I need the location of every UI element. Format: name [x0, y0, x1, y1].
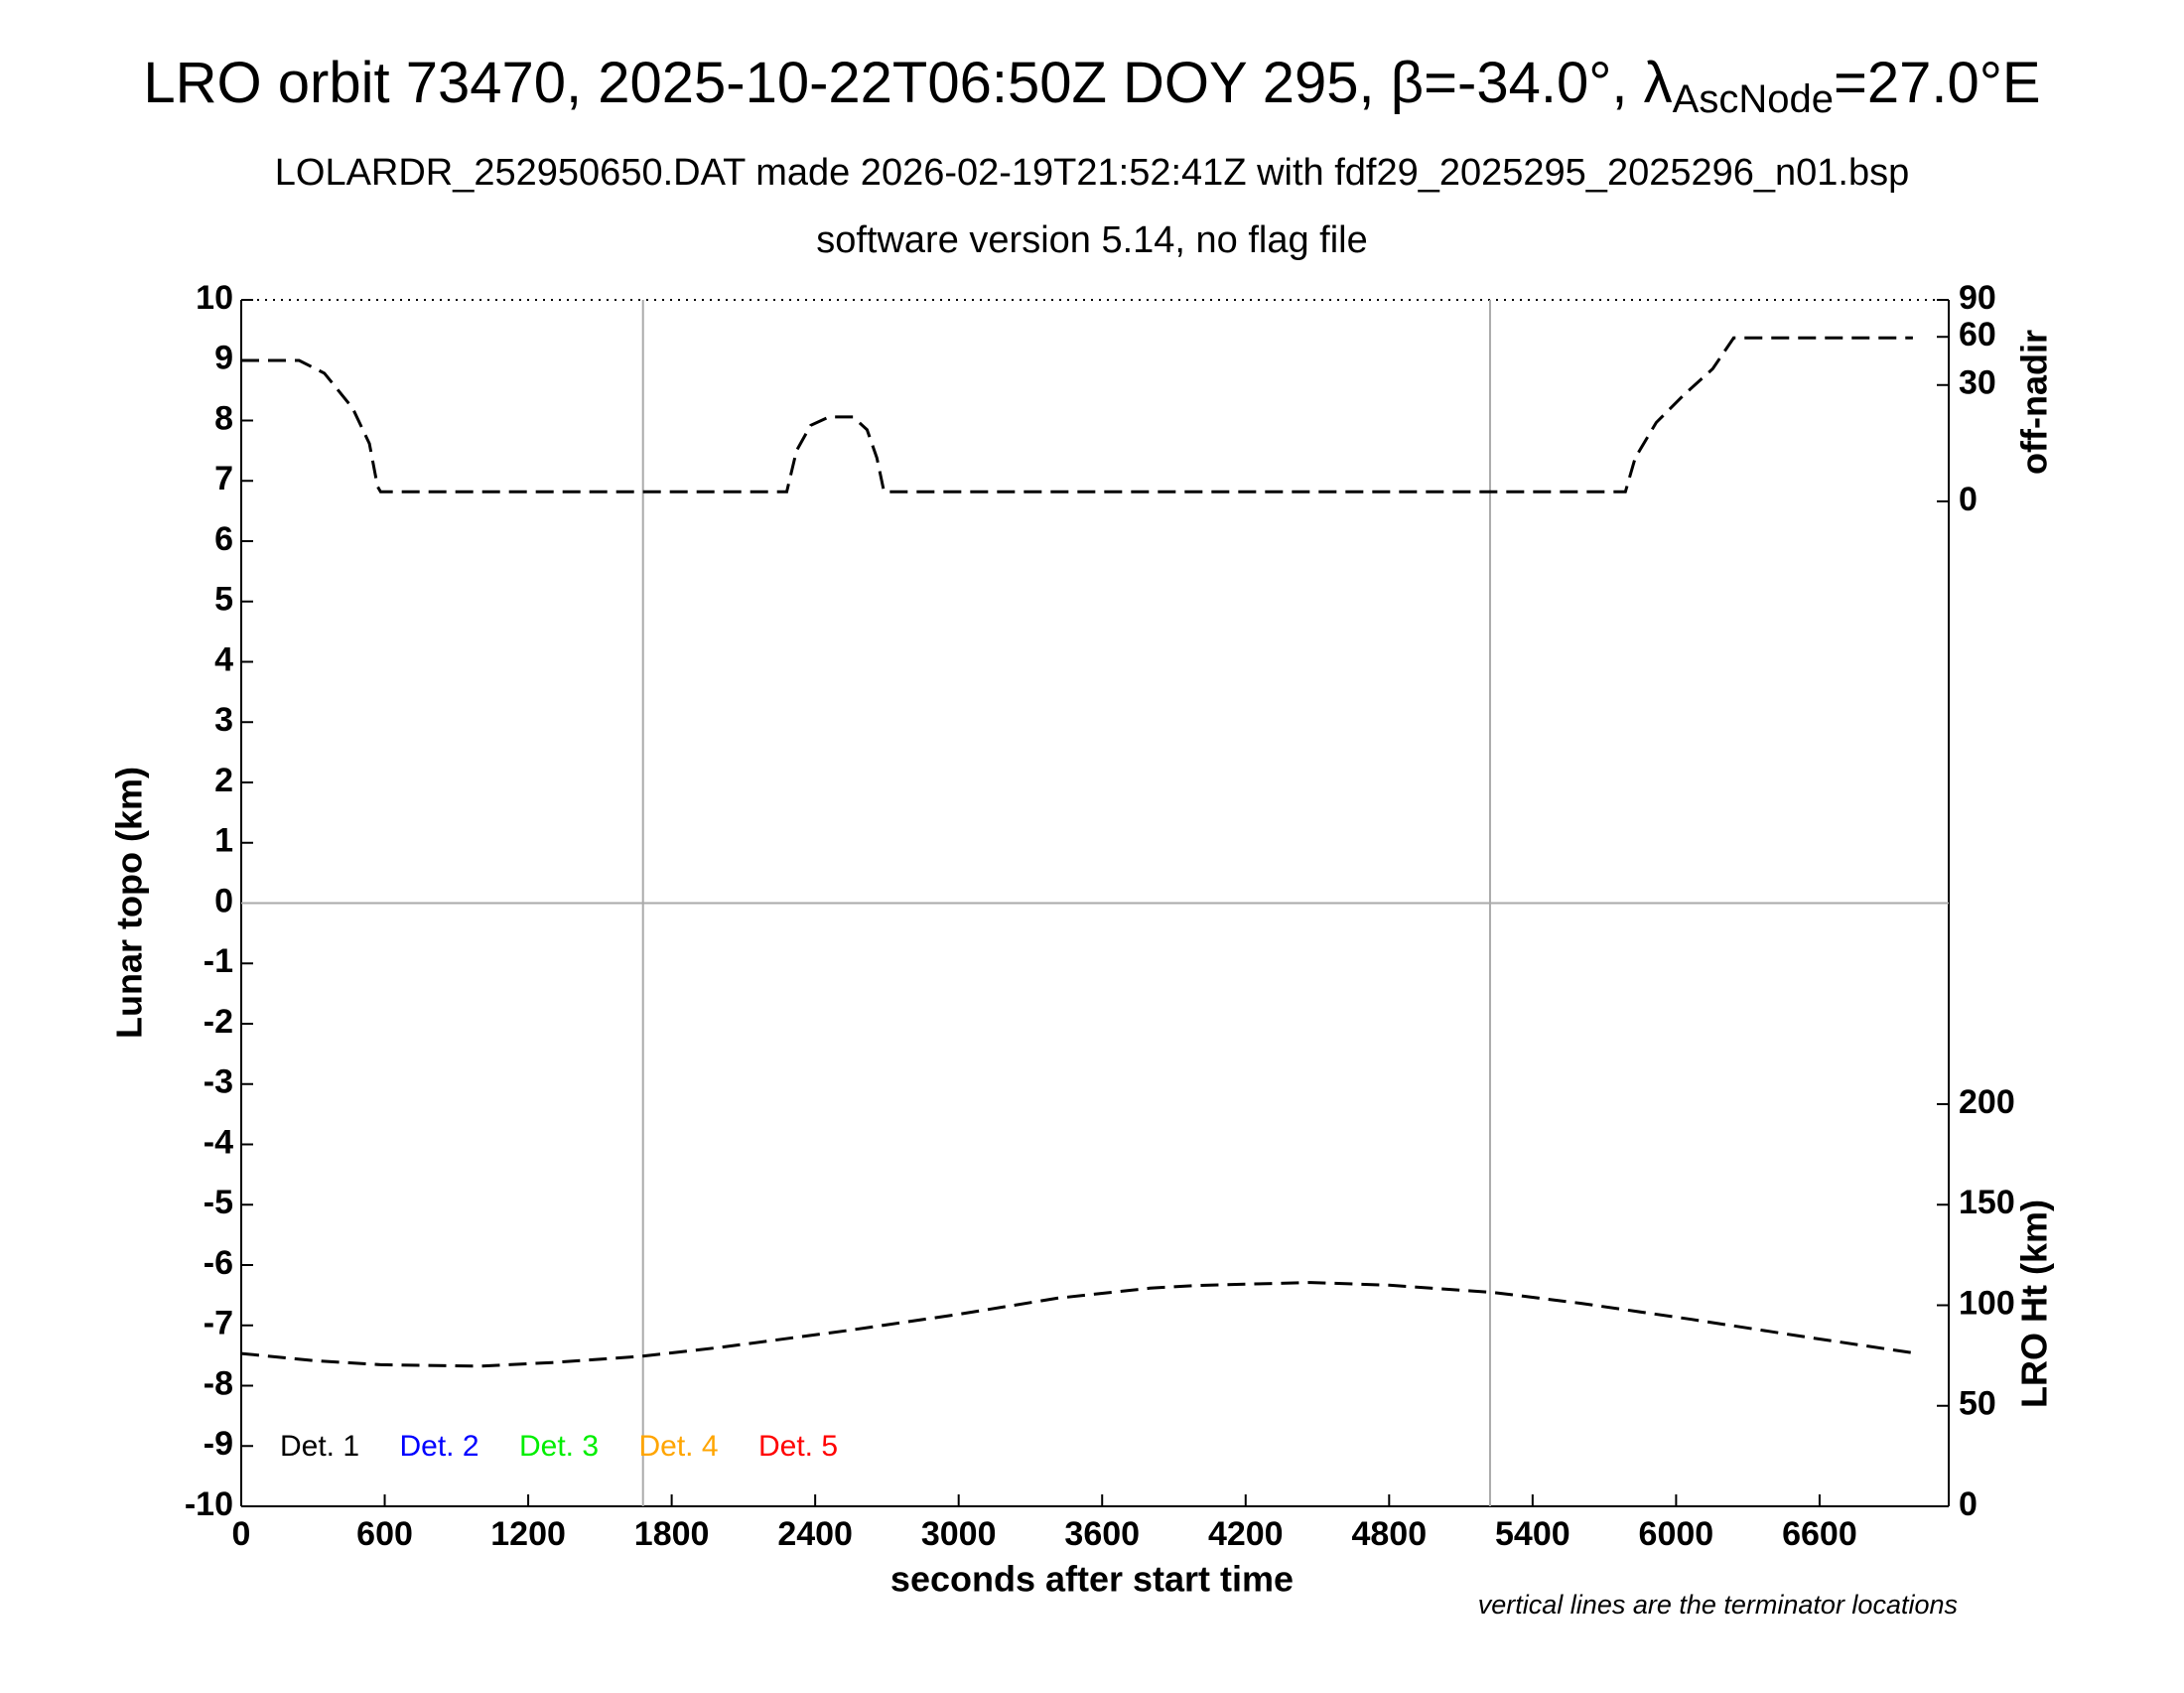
x-tick-label: 1800: [634, 1515, 710, 1553]
subtitle: LOLARDR_252950650.DAT made 2026-02-19T21…: [275, 152, 1910, 194]
y3-tick-label: 50: [1959, 1385, 1996, 1423]
y-tick-label: -2: [204, 1003, 233, 1041]
y3-tick-label: 200: [1959, 1083, 2015, 1121]
y-tick-label: 4: [214, 640, 233, 678]
x-tick-label: 0: [232, 1515, 251, 1553]
y-tick-label: 9: [214, 340, 233, 377]
y-tick-label: 2: [214, 762, 233, 799]
x-tick-label: 6000: [1639, 1515, 1714, 1553]
y3-tick-label: 150: [1959, 1184, 2015, 1221]
y2-tick-label: 0: [1959, 481, 1978, 518]
y-axis-label: Lunar topo (km): [109, 767, 150, 1039]
y-tick-label: 10: [196, 279, 233, 317]
x-tick-label: 600: [356, 1515, 413, 1553]
x-tick-label: 5400: [1495, 1515, 1570, 1553]
y2-tick-label: 90: [1959, 279, 1996, 317]
y-tick-label: -5: [204, 1184, 233, 1221]
y-tick-label: -1: [204, 942, 233, 980]
y3-tick-label: 100: [1959, 1284, 2015, 1322]
x-tick-label: 3000: [921, 1515, 997, 1553]
y-tick-label: -9: [204, 1425, 233, 1463]
y-tick-label: 7: [214, 460, 233, 497]
chart-title: LRO orbit 73470, 2025-10-22T06:50Z DOY 2…: [143, 51, 2040, 120]
legend-entry: Det. 4: [639, 1430, 719, 1463]
y2-axis-label: off-nadir: [2014, 330, 2055, 475]
y-tick-label: 6: [214, 520, 233, 558]
y-tick-label: 5: [214, 581, 233, 619]
y2-tick-label: 30: [1959, 364, 1996, 402]
y3-tick-label: 0: [1959, 1485, 1978, 1523]
x-axis-label: seconds after start time: [890, 1559, 1294, 1600]
y-tick-label: 1: [214, 822, 233, 860]
y-tick-label: -10: [185, 1485, 233, 1523]
legend-entry: Det. 2: [400, 1430, 479, 1463]
x-tick-label: 6600: [1782, 1515, 1857, 1553]
legend-entry: Det. 5: [758, 1430, 838, 1463]
y-tick-label: 3: [214, 701, 233, 739]
x-tick-label: 3600: [1064, 1515, 1140, 1553]
x-tick-label: 4800: [1351, 1515, 1427, 1553]
y-tick-label: -8: [204, 1364, 233, 1402]
y2-tick-label: 60: [1959, 316, 1996, 353]
y-tick-label: 8: [214, 399, 233, 437]
series-line: [241, 336, 1913, 494]
legend-entry: Det. 1: [280, 1430, 359, 1463]
footnote: vertical lines are the terminator locati…: [1478, 1590, 1958, 1620]
x-tick-label: 2400: [777, 1515, 853, 1553]
legend-entry: Det. 3: [519, 1430, 599, 1463]
y-tick-label: 0: [214, 882, 233, 919]
y-tick-label: -6: [204, 1244, 233, 1282]
x-tick-label: 4200: [1208, 1515, 1284, 1553]
y-tick-label: -4: [204, 1123, 233, 1161]
y-tick-label: -3: [204, 1063, 233, 1101]
series-line: [240, 1281, 1918, 1368]
subtitle: software version 5.14, no flag file: [816, 219, 1368, 261]
y-tick-label: -7: [204, 1305, 233, 1342]
x-tick-label: 1200: [490, 1515, 566, 1553]
y3-axis-label: LRO Ht (km): [2014, 1199, 2055, 1408]
